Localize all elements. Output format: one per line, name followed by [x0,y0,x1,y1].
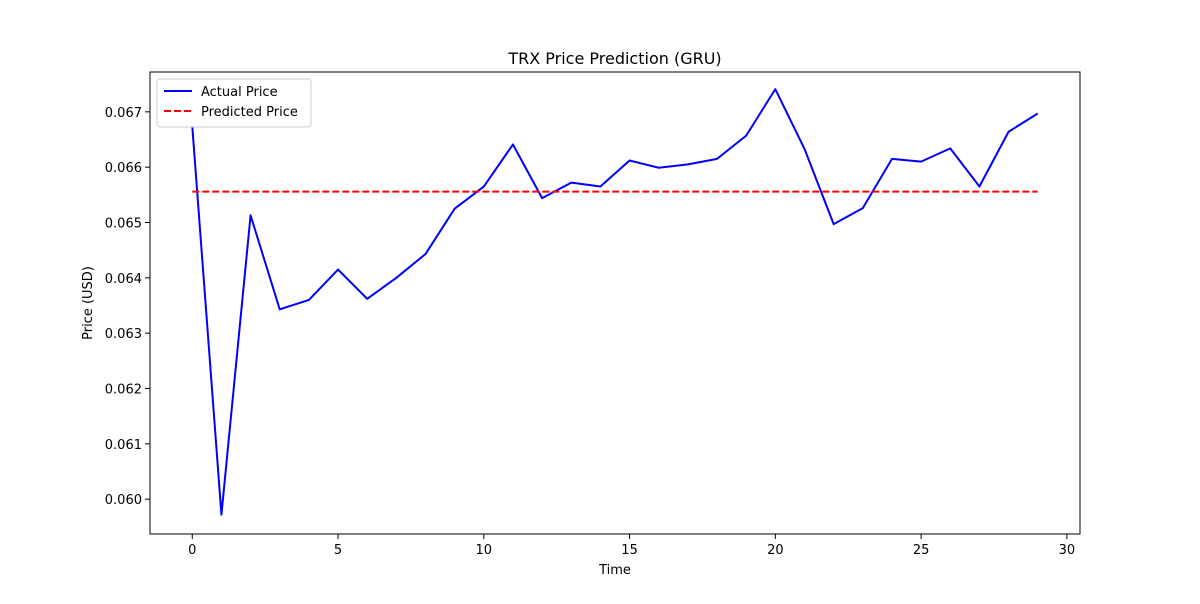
y-tick-label: 0.065 [105,216,142,231]
x-tick-label: 5 [334,543,342,558]
legend-label-predicted-price: Predicted Price [201,105,298,120]
x-tick-label: 15 [621,543,638,558]
x-axis-label: Time [598,563,631,578]
series-line-actual-price [192,89,1037,514]
y-axis: 0.060 0.061 0.062 0.063 0.064 0.065 0.066 0.067 [105,106,150,508]
y-tick-label: 0.067 [105,106,142,121]
y-axis-label: Price (USD) [81,266,96,340]
x-tick-label: 20 [767,543,784,558]
plot-area-frame [150,72,1080,534]
y-tick-label: 0.060 [105,493,142,508]
y-tick-label: 0.066 [105,161,142,176]
series-points-actual-price [192,89,1037,515]
y-tick-label: 0.061 [105,438,142,453]
x-tick-label: 10 [476,543,493,558]
x-tick-label: 30 [1059,543,1076,558]
legend-label-actual-price: Actual Price [201,85,278,100]
chart-legend: Actual Price Predicted Price [157,79,311,127]
y-tick-label: 0.062 [105,382,142,397]
x-axis: 0 5 10 15 20 25 30 [188,534,1075,558]
chart-title: TRX Price Prediction (GRU) [507,49,721,68]
x-tick-label: 0 [188,543,196,558]
x-tick-label: 25 [913,543,930,558]
plot-series-group [192,89,1037,515]
y-tick-label: 0.063 [105,327,142,342]
y-tick-label: 0.064 [105,272,142,287]
